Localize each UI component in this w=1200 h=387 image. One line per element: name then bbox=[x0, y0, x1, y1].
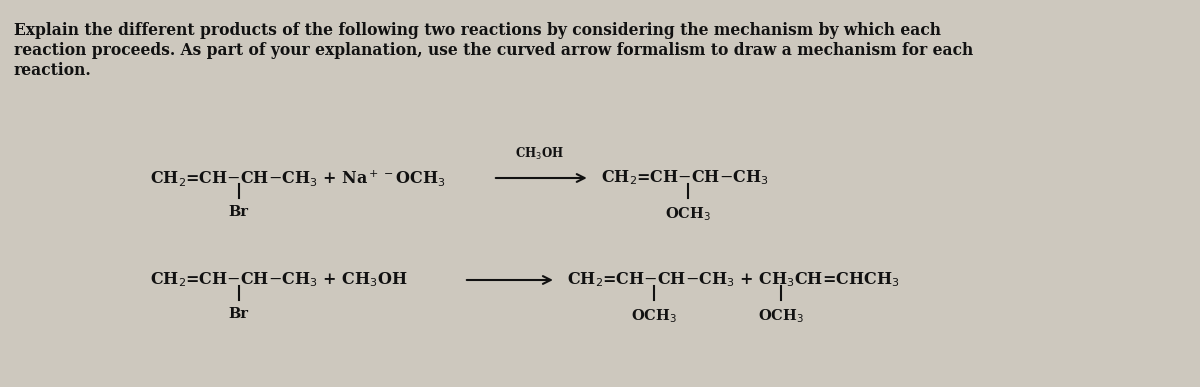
Text: reaction.: reaction. bbox=[13, 62, 91, 79]
Text: CH$_2$=CH$-$CH$-$CH$_3$ + CH$_3$CH=CHCH$_3$: CH$_2$=CH$-$CH$-$CH$_3$ + CH$_3$CH=CHCH$… bbox=[568, 271, 900, 289]
Text: CH$_2$=CH$-$CH$-$CH$_3$ + CH$_3$OH: CH$_2$=CH$-$CH$-$CH$_3$ + CH$_3$OH bbox=[150, 271, 407, 289]
Text: reaction proceeds. As part of your explanation, use the curved arrow formalism t: reaction proceeds. As part of your expla… bbox=[13, 42, 973, 59]
Text: OCH$_3$: OCH$_3$ bbox=[758, 307, 804, 325]
Text: Br: Br bbox=[229, 307, 248, 321]
Text: OCH$_3$: OCH$_3$ bbox=[665, 205, 712, 223]
Text: Explain the different products of the following two reactions by considering the: Explain the different products of the fo… bbox=[13, 22, 941, 39]
Text: CH$_3$OH: CH$_3$OH bbox=[515, 146, 564, 162]
Text: CH$_2$=CH$-$CH$-$CH$_3$ + Na$^+$$^-$OCH$_3$: CH$_2$=CH$-$CH$-$CH$_3$ + Na$^+$$^-$OCH$… bbox=[150, 168, 445, 188]
Text: Br: Br bbox=[229, 205, 248, 219]
Text: CH$_2$=CH$-$CH$-$CH$_3$: CH$_2$=CH$-$CH$-$CH$_3$ bbox=[601, 169, 769, 187]
Text: OCH$_3$: OCH$_3$ bbox=[631, 307, 677, 325]
